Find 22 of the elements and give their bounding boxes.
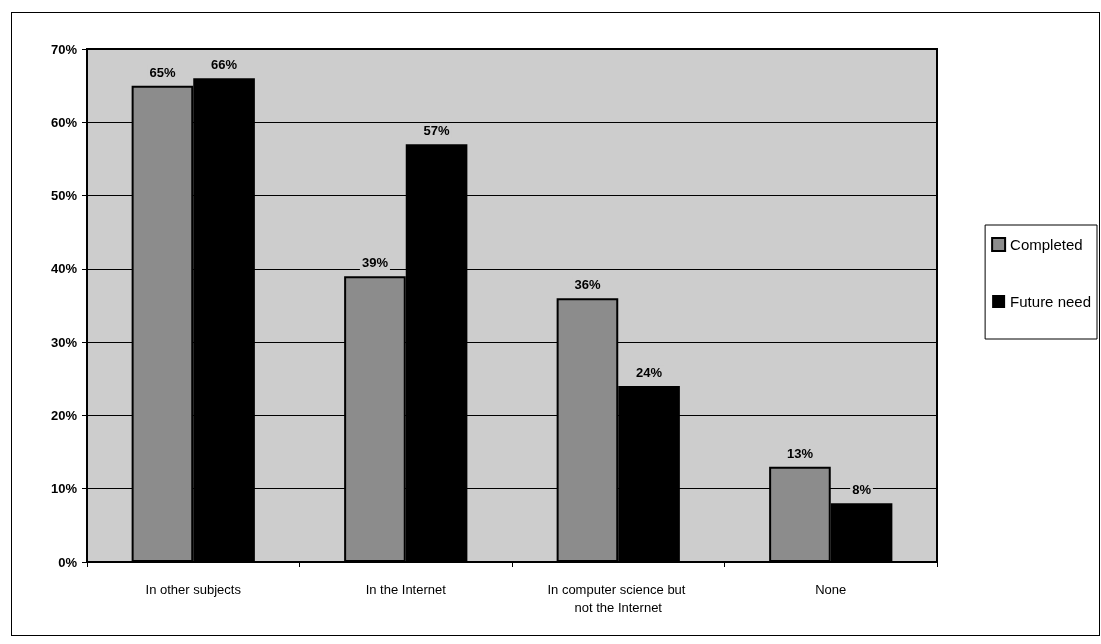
- legend-label: Future need: [1010, 293, 1091, 310]
- y-tick-label: 10%: [50, 481, 78, 497]
- y-tick-label: 50%: [50, 188, 78, 204]
- data-label: 57%: [423, 123, 451, 139]
- y-tick-label: 40%: [50, 261, 78, 277]
- data-label: 66%: [211, 57, 238, 73]
- x-tick-label: In other subjects: [145, 581, 242, 597]
- data-label: 13%: [786, 445, 814, 461]
- data-label: 24%: [636, 365, 663, 381]
- y-tick-label: 70%: [50, 41, 78, 57]
- data-label: 8%: [852, 482, 872, 498]
- data-label: 39%: [361, 255, 389, 271]
- data-label: 65%: [149, 64, 176, 80]
- legend-label: Completed: [1010, 236, 1083, 253]
- y-tick-label: 20%: [50, 407, 78, 423]
- data-label: 36%: [574, 277, 601, 293]
- y-tick-label: 60%: [50, 114, 78, 130]
- y-tick-label: 0%: [58, 554, 78, 570]
- x-tick-label: In the Internet: [365, 581, 447, 597]
- x-tick-label: None: [815, 581, 847, 597]
- x-tick-label: In computer science but not the Internet: [547, 581, 690, 615]
- y-tick-label: 30%: [50, 334, 78, 350]
